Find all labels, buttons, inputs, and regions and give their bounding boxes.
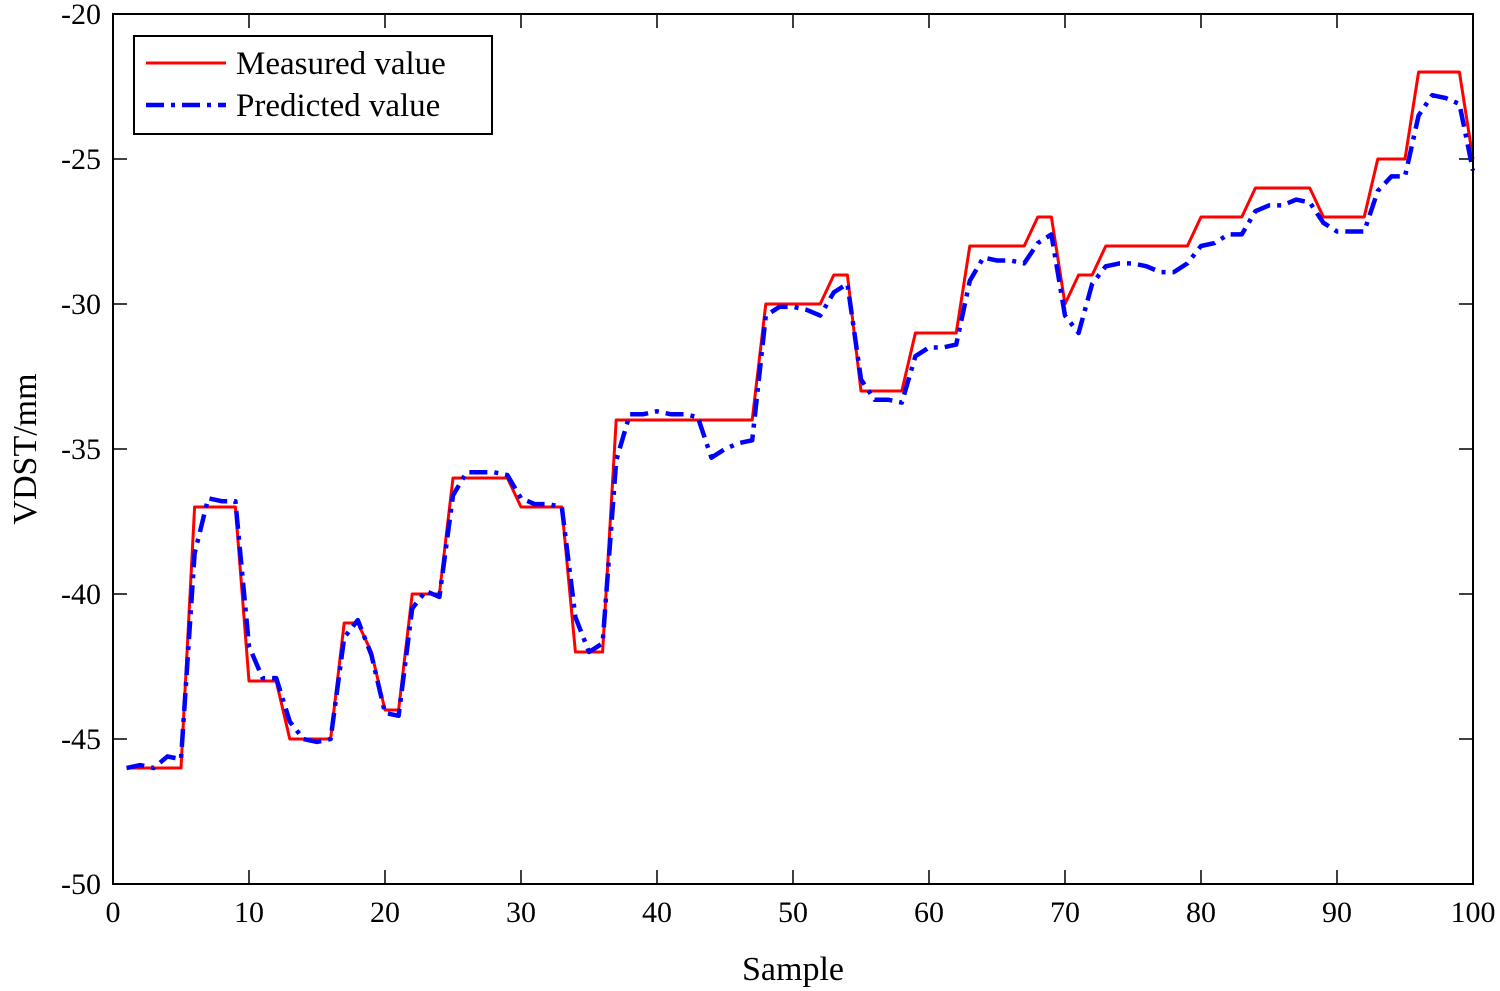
x-tick-label: 50 [778, 896, 808, 929]
legend-box [133, 35, 493, 135]
series-line-measured [126, 70, 1475, 770]
y-tick-label: -35 [61, 433, 101, 466]
y-tick-label: -50 [61, 868, 101, 901]
y-axis: -50 -45 -40 -35 -30 -25 -20 [61, 0, 1473, 901]
y-tick-label: -40 [61, 578, 101, 611]
plot-frame [112, 13, 1474, 885]
series-layer [126, 70, 1476, 771]
x-tick-label: 100 [1451, 896, 1496, 929]
x-tick-label: 10 [234, 896, 264, 929]
x-tick-label: 60 [914, 896, 944, 929]
y-tick-label: -25 [61, 143, 101, 176]
x-axis: 0 10 20 30 40 50 60 70 80 90 100 [106, 14, 1496, 929]
y-tick-label: -20 [61, 0, 101, 31]
x-tick-label: 20 [370, 896, 400, 929]
x-tick-label: 70 [1050, 896, 1080, 929]
y-axis-title: VDST/mm [7, 373, 44, 524]
x-axis-title: Sample [742, 951, 844, 988]
legend-label: Predicted value [236, 88, 440, 124]
x-tick-label: 0 [106, 896, 121, 929]
x-tick-label: 40 [642, 896, 672, 929]
x-tick-label: 80 [1186, 896, 1216, 929]
x-tick-label: 90 [1322, 896, 1352, 929]
x-tick-label: 30 [506, 896, 536, 929]
y-tick-label: -30 [61, 288, 101, 321]
legend-label: Measured value [236, 46, 446, 82]
y-tick-label: -45 [61, 723, 101, 756]
legend: Measured value Predicted value [133, 35, 493, 135]
